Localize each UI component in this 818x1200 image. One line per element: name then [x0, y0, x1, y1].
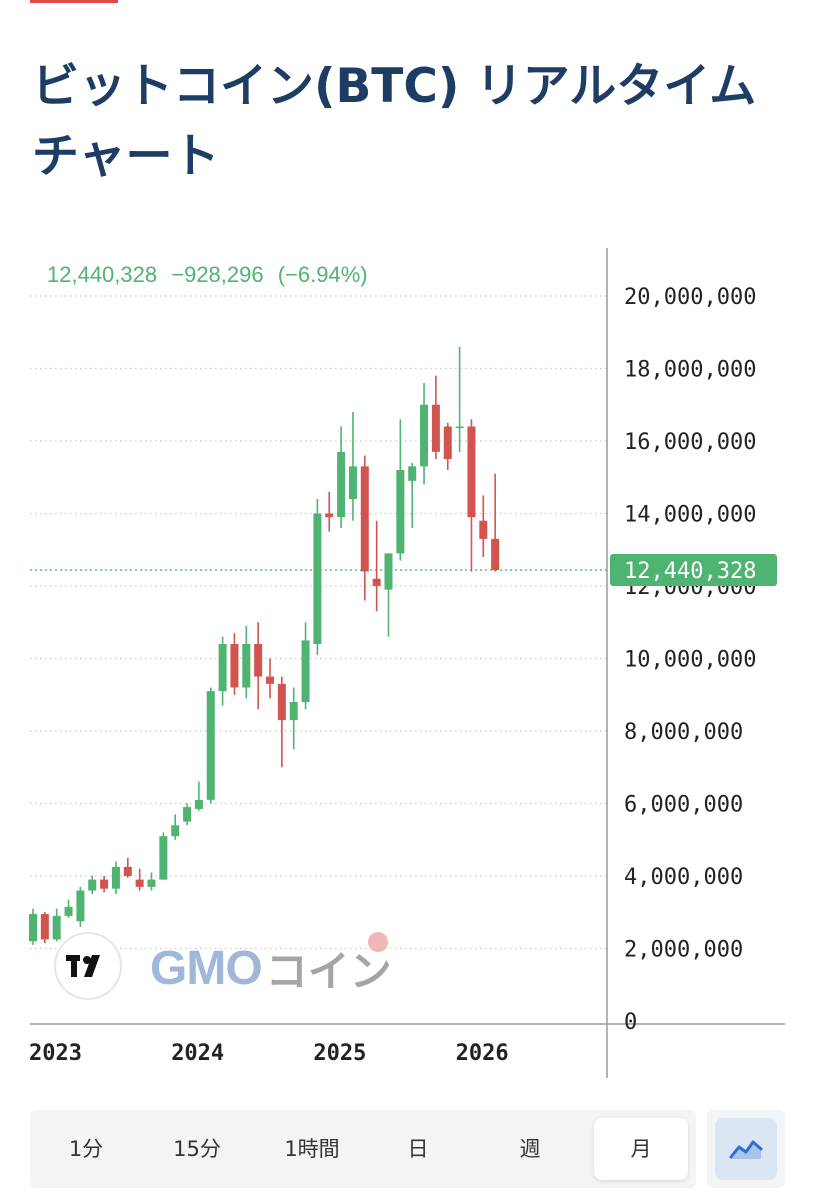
candles — [29, 346, 500, 945]
candle-body — [313, 513, 322, 644]
area-chart-icon — [729, 1140, 763, 1159]
candle-body — [301, 640, 310, 702]
candle-body — [467, 426, 476, 518]
candle-body — [348, 466, 357, 499]
brand-dot-icon — [367, 931, 388, 952]
candle-body — [360, 466, 369, 572]
candle-body — [230, 644, 239, 688]
candle-body — [76, 890, 85, 922]
page-title: ビットコイン(BTC) リアルタイムチャート — [32, 59, 757, 184]
candle-body — [491, 538, 500, 571]
legend-change-pct: (−6.94%) — [277, 262, 368, 287]
chart-axes — [30, 248, 785, 1078]
candle-body — [443, 426, 452, 460]
candle-body — [123, 866, 132, 876]
candle-body — [372, 578, 381, 586]
y-tick-label: 20,000,000 — [624, 285, 756, 310]
y-tick-label: 10,000,000 — [624, 648, 756, 673]
chart-type-button[interactable] — [707, 1110, 785, 1188]
tab-week[interactable]: 週 — [519, 1137, 541, 1161]
candle-body — [455, 426, 464, 428]
candle-body — [408, 466, 417, 481]
tab-1hour[interactable]: 1時間 — [284, 1137, 340, 1161]
candle-body — [479, 520, 488, 539]
brand-coin-text: コイン — [265, 947, 392, 995]
tab-15min[interactable]: 15分 — [173, 1137, 221, 1161]
candle-body — [183, 807, 192, 822]
candle-body — [289, 702, 298, 721]
candle-body — [242, 644, 251, 688]
candle-body — [29, 914, 37, 942]
candle-body — [337, 451, 346, 518]
x-tick-label: 2026 — [456, 1041, 509, 1066]
candle-body — [52, 915, 61, 940]
candle-body — [159, 836, 168, 880]
y-tick-label: 8,000,000 — [624, 720, 743, 745]
candle-body — [111, 866, 120, 889]
y-tick-label: 6,000,000 — [624, 793, 743, 818]
tab-day[interactable]: 日 — [407, 1137, 429, 1161]
y-tick-label: 4,000,000 — [624, 865, 743, 890]
last-price-tag — [610, 554, 777, 587]
candle-body — [384, 553, 393, 590]
tradingview-logo[interactable] — [54, 932, 122, 1000]
legend-change: −928,296 — [171, 262, 264, 287]
top-accent-bar — [30, 0, 118, 3]
chart-type-button-inner — [715, 1118, 777, 1180]
candle-body — [218, 644, 227, 692]
last-price-label: 12,440,328 — [624, 559, 756, 584]
tab-month[interactable]: 月 — [594, 1118, 688, 1180]
candle-body — [431, 404, 440, 452]
gmo-coin-logo: GMO コイン — [150, 931, 392, 995]
tab-1min[interactable]: 1分 — [68, 1137, 104, 1161]
candle-body — [325, 513, 334, 518]
axis-labels: 20,000,000 18,000,000 16,000,000 14,000,000… — [29, 285, 777, 1066]
candle-body — [206, 691, 215, 800]
candle-body — [100, 879, 109, 889]
x-tick-label: 2023 — [29, 1041, 82, 1066]
candle-body — [147, 879, 156, 887]
x-tick-label: 2025 — [313, 1041, 366, 1066]
brand-coin: コイン — [265, 931, 392, 999]
candle-body — [88, 879, 97, 891]
tradingview-logo-icon — [66, 955, 100, 977]
y-tick-label: 16,000,000 — [624, 430, 756, 455]
candle-body — [64, 906, 73, 916]
candle-body — [266, 676, 274, 684]
y-tick-label: 0 — [624, 1010, 637, 1035]
price-legend: 12,440,328 −928,296 (−6.94%) — [47, 262, 368, 288]
candle-body — [420, 404, 429, 467]
legend-last-price: 12,440,328 — [47, 262, 158, 287]
candle-body — [135, 879, 144, 887]
timeframe-tabs: 1分 15分 1時間 日 週 月 — [30, 1110, 696, 1188]
brand-gmo: GMO — [150, 941, 263, 995]
candle-body — [277, 683, 286, 721]
candle-body — [40, 914, 49, 940]
y-tick-label: 2,000,000 — [624, 938, 743, 963]
x-tick-label: 2024 — [171, 1041, 224, 1066]
candle-body — [171, 825, 180, 837]
candle-body — [254, 644, 263, 677]
candle-body — [396, 470, 405, 554]
candle-body — [194, 799, 203, 809]
y-tick-label: 18,000,000 — [624, 358, 756, 383]
y-tick-label: 14,000,000 — [624, 503, 756, 528]
